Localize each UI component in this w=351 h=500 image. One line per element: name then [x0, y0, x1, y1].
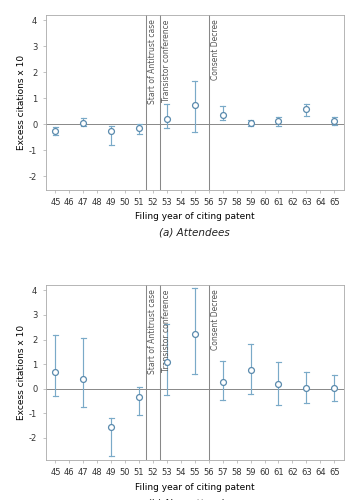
Point — [276, 118, 281, 126]
Point — [136, 124, 142, 132]
Y-axis label: Excess citations x 10: Excess citations x 10 — [17, 54, 26, 150]
Text: (b) Non-attendees: (b) Non-attendees — [147, 498, 242, 500]
Text: Start of Antitrust case: Start of Antitrust case — [148, 290, 157, 374]
Point — [164, 114, 170, 122]
Y-axis label: Excess citations x 10: Excess citations x 10 — [17, 325, 26, 420]
Text: Transistor conference: Transistor conference — [162, 290, 171, 372]
Point — [331, 384, 337, 392]
Point — [304, 384, 309, 392]
Point — [108, 127, 114, 135]
Text: Transistor conference: Transistor conference — [162, 20, 171, 102]
Point — [80, 119, 86, 127]
Point — [108, 423, 114, 431]
X-axis label: Filing year of citing patent: Filing year of citing patent — [135, 212, 254, 222]
Point — [276, 380, 281, 388]
Text: Start of Antitrust case: Start of Antitrust case — [148, 20, 157, 104]
Text: Consent Decree: Consent Decree — [211, 20, 220, 80]
Text: (a) Attendees: (a) Attendees — [159, 228, 230, 238]
X-axis label: Filing year of citing patent: Filing year of citing patent — [135, 483, 254, 492]
Text: Consent Decree: Consent Decree — [211, 290, 220, 350]
Point — [53, 127, 58, 135]
Point — [80, 375, 86, 383]
Point — [53, 368, 58, 376]
Point — [304, 106, 309, 114]
Point — [136, 393, 142, 401]
Point — [220, 378, 225, 386]
Point — [192, 330, 198, 338]
Point — [248, 366, 253, 374]
Point — [248, 119, 253, 127]
Point — [220, 111, 225, 119]
Point — [164, 358, 170, 366]
Point — [192, 101, 198, 109]
Point — [331, 118, 337, 126]
